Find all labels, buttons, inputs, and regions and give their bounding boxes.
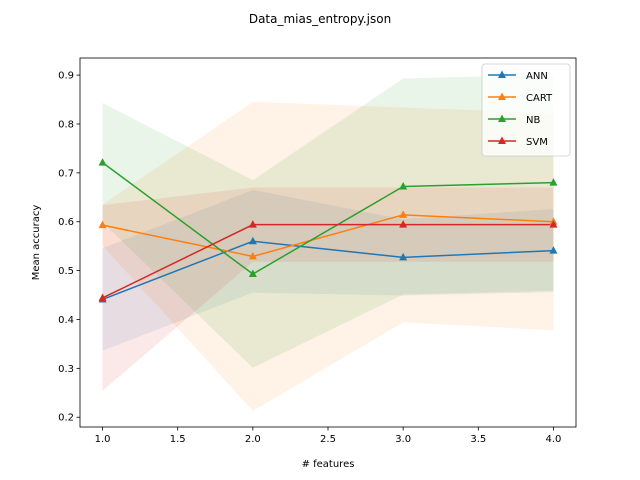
- point-svm: [98, 293, 107, 301]
- band-ann: [102, 189, 554, 351]
- legend-marker-ann: [498, 70, 506, 78]
- chart-title: Data_mias_entropy.json: [249, 12, 391, 26]
- x-tick-label: 2.5: [320, 434, 336, 445]
- point-ann: [549, 246, 558, 254]
- legend-label-ann: ANN: [526, 71, 548, 82]
- point-nb: [399, 182, 408, 190]
- y-tick-label: 0.2: [58, 413, 74, 424]
- y-tick-label: 0.6: [58, 217, 74, 228]
- point-cart: [98, 220, 107, 229]
- x-axis-ticks: 1.0 1.5 2.0 2.5 3.0 3.5 4.0: [95, 427, 562, 445]
- x-tick-label: 1.0: [95, 434, 111, 445]
- series-lines: [102, 161, 554, 301]
- confidence-bands: [102, 74, 554, 411]
- legend-marker-cart: [498, 92, 506, 100]
- x-tick-label: 2.0: [245, 434, 261, 445]
- point-nb: [248, 269, 257, 278]
- point-cart: [248, 251, 257, 260]
- point-nb: [98, 158, 107, 166]
- line-svm: [102, 223, 554, 299]
- point-svm: [248, 220, 257, 228]
- point-cart: [399, 210, 408, 218]
- y-tick-label: 0.4: [58, 315, 74, 326]
- y-tick-label: 0.7: [58, 168, 74, 179]
- band-svm: [102, 187, 554, 391]
- point-nb: [549, 178, 558, 186]
- y-axis-label: Mean accuracy: [31, 205, 42, 281]
- x-tick-label: 3.5: [470, 434, 486, 445]
- line-cart: [102, 214, 554, 258]
- point-ann: [248, 236, 257, 245]
- y-tick-label: 0.5: [58, 266, 74, 277]
- legend: ANN CART NB SVM: [481, 63, 571, 157]
- series-markers: [98, 158, 558, 303]
- y-axis-ticks: 0.2 0.3 0.4 0.5 0.6 0.7 0.8 0.9: [58, 71, 80, 424]
- band-nb: [102, 74, 554, 368]
- y-tick-label: 0.8: [58, 119, 74, 130]
- x-tick-label: 1.5: [170, 434, 186, 445]
- point-svm: [549, 220, 558, 228]
- x-tick-label: 4.0: [546, 434, 562, 445]
- y-tick-label: 0.3: [58, 364, 74, 375]
- legend-box: [481, 63, 571, 157]
- x-axis-label: # features: [302, 459, 355, 470]
- x-tick-label: 3.0: [395, 434, 411, 445]
- legend-label-nb: NB: [526, 115, 540, 126]
- point-ann: [399, 252, 408, 261]
- band-cart: [102, 101, 554, 411]
- legend-label-svm: SVM: [526, 137, 548, 148]
- y-tick-label: 0.9: [58, 71, 74, 82]
- legend-marker-nb: [498, 114, 506, 122]
- line-ann: [102, 240, 554, 301]
- line-nb: [102, 161, 554, 275]
- legend-label-cart: CART: [526, 93, 553, 104]
- point-svm: [399, 220, 408, 228]
- legend-marker-svm: [498, 136, 506, 144]
